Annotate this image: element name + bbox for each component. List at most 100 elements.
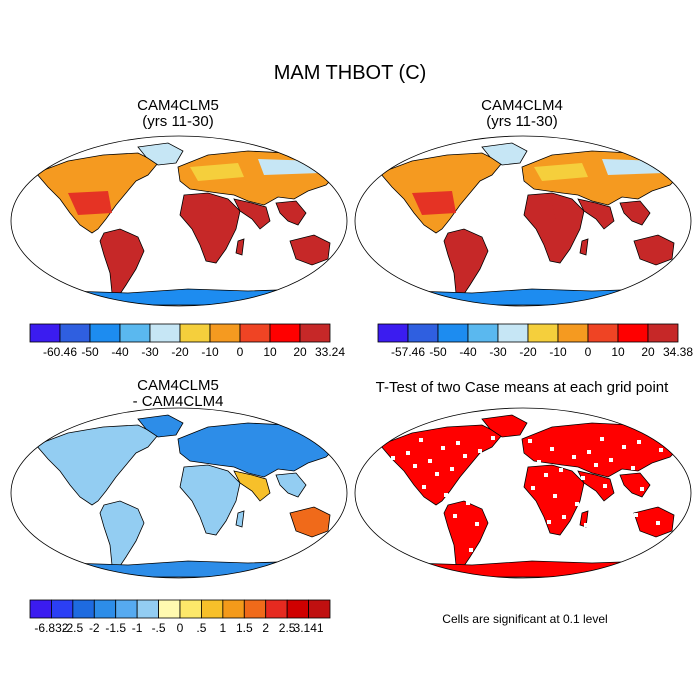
arabia-india-region: [233, 470, 271, 502]
colorbar-label: .5: [196, 621, 206, 635]
colorbar-label: -30: [141, 345, 159, 359]
se-asia-region: [619, 200, 651, 226]
non-significant-cell: [622, 445, 626, 449]
non-significant-cell: [453, 514, 457, 518]
non-significant-cell: [410, 537, 414, 541]
non-significant-cell: [550, 447, 554, 451]
non-significant-cell: [531, 486, 535, 490]
non-significant-cell: [506, 551, 510, 555]
colorbar-swatch: [467, 323, 499, 343]
panel-title-cam4clm5: CAM4CLM5 (yrs 11-30): [78, 98, 278, 130]
non-significant-cell: [463, 454, 467, 458]
antarctica-region: [363, 288, 683, 306]
colorbar-swatch: [437, 323, 469, 343]
colorbar-label: 20: [293, 345, 307, 359]
non-significant-cell: [643, 534, 647, 538]
colorbar-label: -6.832: [34, 621, 68, 635]
north-america-region: [379, 424, 503, 506]
colorbar-swatch: [115, 599, 138, 619]
non-significant-cell: [466, 501, 470, 505]
colorbar-label: 2: [262, 621, 269, 635]
temperature-zone: [258, 159, 320, 175]
colorbar-label: 10: [611, 345, 625, 359]
non-significant-cell: [441, 446, 445, 450]
non-significant-cell: [503, 504, 507, 508]
panel-title-line2: (yrs 11-30): [142, 113, 214, 130]
colorbar-swatch: [497, 323, 529, 343]
non-significant-cell: [625, 492, 629, 496]
panel-title-diff: CAM4CLM5 - CAM4CLM4: [78, 378, 278, 410]
panel-title-line1: T-Test of two Case means at each grid po…: [375, 379, 669, 396]
colorbar-label: -57.46: [391, 345, 425, 359]
colorbar-swatch: [527, 323, 559, 343]
non-significant-cell: [456, 441, 460, 445]
non-significant-cell: [425, 532, 429, 536]
colorbar-swatch: [179, 599, 202, 619]
map-border: [354, 407, 692, 579]
non-significant-cell: [484, 543, 488, 547]
non-significant-cell: [581, 476, 585, 480]
panel-title-cam4clm4: CAM4CLM4 (yrs 11-30): [422, 98, 622, 130]
non-significant-cell: [534, 533, 538, 537]
non-significant-cell: [594, 463, 598, 467]
colorbar-label: 2.5: [279, 621, 296, 635]
colorbar-cam4clm4: -57.46 -50 -40 -30 -20 -10 0 10 20 34.38: [377, 323, 693, 359]
colorbar-swatch: [59, 323, 91, 343]
non-significant-cell: [403, 524, 407, 528]
non-significant-cell: [516, 491, 520, 495]
map-ttest: [354, 407, 692, 579]
temperature-zone: [602, 159, 664, 175]
greenland-region: [481, 142, 528, 166]
temperature-zone: [412, 191, 456, 215]
non-significant-cell: [491, 436, 495, 440]
colorbar-swatch: [587, 323, 619, 343]
colorbar-label: -1.5: [105, 621, 126, 635]
non-significant-cell: [475, 522, 479, 526]
non-significant-cell: [447, 540, 451, 544]
panel-title-line2: (yrs 11-30): [486, 113, 558, 130]
non-significant-cell: [553, 494, 557, 498]
colorbar-label: -10: [549, 345, 567, 359]
significance-note: Cells are significant at 0.1 level: [442, 612, 608, 626]
se-asia-region: [275, 472, 307, 498]
colorbar-swatch: [158, 599, 181, 619]
colorbar-label: -10: [201, 345, 219, 359]
arabia-india-region: [233, 198, 271, 230]
non-significant-cell: [391, 456, 395, 460]
greenland-region: [137, 414, 184, 438]
madagascar-region: [579, 238, 589, 256]
colorbar-label: 34.38: [663, 345, 693, 359]
australia-region: [289, 234, 331, 266]
colorbar-label: 0: [237, 345, 244, 359]
non-significant-cell: [488, 509, 492, 513]
colorbar-swatch: [29, 599, 52, 619]
non-significant-cell: [603, 484, 607, 488]
panel-title-line1: CAM4CLM4: [481, 97, 563, 114]
colorbar-swatch: [136, 599, 159, 619]
non-significant-cell: [400, 477, 404, 481]
colorbar-label: 1: [220, 621, 227, 635]
south-america-region: [443, 228, 489, 298]
non-significant-cell: [647, 500, 651, 504]
non-significant-cell: [587, 450, 591, 454]
non-significant-cell: [569, 528, 573, 532]
colorbar-swatch: [72, 599, 95, 619]
colorbar-label: -20: [519, 345, 537, 359]
colorbar-swatch: [243, 599, 267, 619]
colorbar-label: 10: [263, 345, 277, 359]
antarctica-region: [19, 288, 339, 306]
non-significant-cell: [575, 502, 579, 506]
non-significant-cell: [547, 520, 551, 524]
greenland-region: [137, 142, 184, 166]
non-significant-cell: [394, 503, 398, 507]
panel-title-line1: CAM4CLM5: [137, 377, 219, 394]
non-significant-cell: [600, 437, 604, 441]
colorbar-swatch: [286, 599, 309, 619]
colorbar-label: -40: [111, 345, 129, 359]
non-significant-cell: [612, 505, 616, 509]
colorbar-label: -.5: [152, 621, 166, 635]
non-significant-cell: [522, 465, 526, 469]
temperature-zone: [208, 203, 232, 221]
colorbar-swatch: [119, 323, 151, 343]
non-significant-cell: [609, 458, 613, 462]
